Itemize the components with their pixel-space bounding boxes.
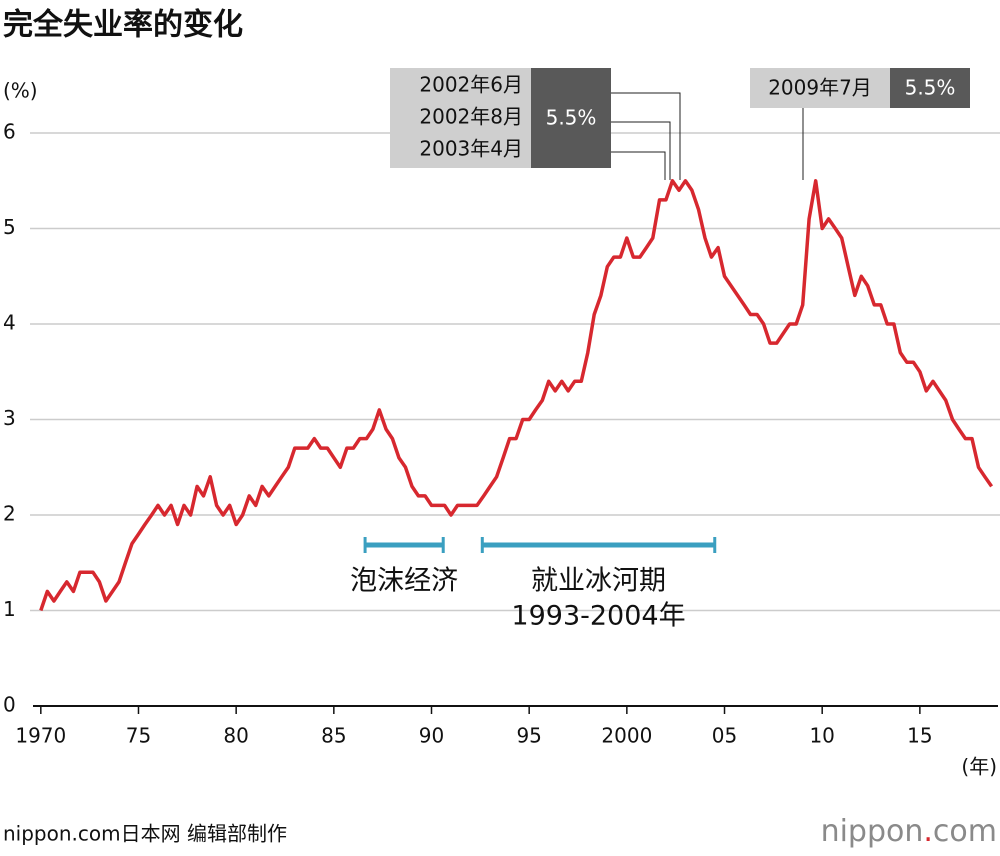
x-tick-label: 85 bbox=[321, 724, 346, 748]
x-tick-label: 2000 bbox=[601, 724, 652, 748]
period-label: 1993-2004年 bbox=[511, 601, 685, 632]
y-tick-label: 2 bbox=[3, 502, 16, 526]
annotation-date: 2003年4月 bbox=[419, 137, 523, 161]
y-tick-label: 3 bbox=[3, 406, 16, 430]
x-tick-label: 05 bbox=[712, 724, 737, 748]
leader-line bbox=[611, 121, 671, 180]
annotation-box bbox=[390, 68, 531, 168]
x-tick-label: 90 bbox=[419, 724, 444, 748]
logo-part: nippon bbox=[821, 814, 924, 849]
annotation-box bbox=[531, 68, 611, 168]
logo-part: . bbox=[923, 814, 933, 849]
annotation-date: 2009年7月 bbox=[768, 76, 872, 100]
annotation-box bbox=[750, 68, 890, 108]
period-label: 就业冰河期 bbox=[531, 566, 666, 597]
annotation-value: 5.5% bbox=[905, 76, 956, 100]
y-unit: (%) bbox=[3, 79, 38, 103]
period-label: 泡沫经济 bbox=[350, 566, 458, 597]
x-tick-label: 80 bbox=[223, 724, 248, 748]
annotation-date: 2002年6月 bbox=[419, 73, 523, 97]
y-tick-label: 6 bbox=[3, 120, 16, 144]
logo: nippon.com bbox=[821, 814, 997, 849]
x-tick-label: 95 bbox=[516, 724, 541, 748]
y-tick-label: 4 bbox=[3, 311, 16, 335]
annotation-value: 5.5% bbox=[546, 106, 597, 130]
y-tick-label: 0 bbox=[3, 693, 16, 717]
leader-line bbox=[611, 151, 666, 180]
leader-line bbox=[611, 92, 681, 180]
y-tick-label: 5 bbox=[3, 215, 16, 239]
x-tick-label: 15 bbox=[907, 724, 932, 748]
annotation-date: 2002年8月 bbox=[419, 105, 523, 129]
x-tick-label: 75 bbox=[126, 724, 151, 748]
logo-part: com bbox=[933, 814, 997, 849]
y-tick-label: 1 bbox=[3, 597, 16, 621]
footer-credit: nippon.com日本网 编辑部制作 bbox=[3, 822, 287, 846]
chart-title: 完全失业率的变化 bbox=[3, 8, 243, 43]
x-tick-label: 1970 bbox=[15, 724, 66, 748]
annotation-box bbox=[890, 68, 970, 108]
x-tick-label: 10 bbox=[809, 724, 834, 748]
annotations: 2002年6月 2002年8月 2003年4月 5.5% 2009年7月 5.5… bbox=[390, 68, 970, 180]
x-unit: (年) bbox=[961, 755, 997, 779]
data-line bbox=[39, 179, 994, 612]
